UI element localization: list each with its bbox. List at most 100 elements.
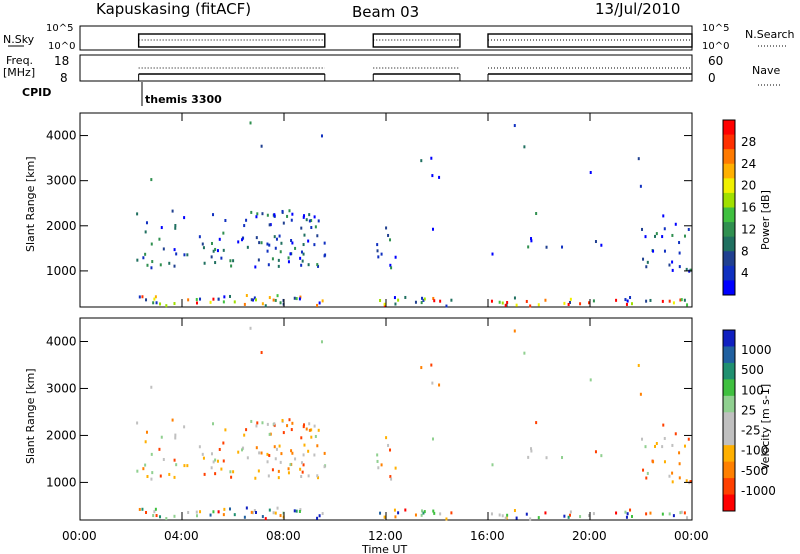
power-point	[273, 235, 276, 239]
power-point	[173, 302, 176, 306]
power-point	[199, 297, 202, 301]
date-label: 13/Jul/2010	[595, 0, 680, 18]
colorbar-swatch	[723, 120, 735, 136]
power-point	[257, 258, 260, 262]
power-point	[267, 263, 270, 267]
velocity-point	[299, 467, 302, 471]
velocity-point	[646, 471, 649, 475]
velocity-point	[174, 433, 177, 437]
velocity-point	[144, 463, 147, 467]
velocity-point	[198, 445, 201, 449]
power-point	[625, 302, 628, 306]
velocity-point	[678, 476, 681, 480]
power-point	[268, 223, 271, 227]
velocity-point	[300, 475, 303, 479]
velocity-point	[159, 474, 162, 478]
velocity-point	[278, 444, 281, 448]
velocity-point	[431, 437, 434, 441]
power-point	[294, 246, 297, 250]
colorbar-tick-label: 4	[741, 266, 749, 280]
velocity-point	[272, 511, 275, 515]
velocity-point	[195, 510, 198, 514]
velocity-point	[307, 474, 310, 478]
power-point	[145, 221, 148, 225]
power-point	[645, 265, 648, 269]
velocity-point	[286, 424, 289, 428]
velocity-point	[394, 466, 397, 470]
velocity-point	[661, 512, 664, 516]
power-point	[404, 295, 407, 299]
power-point	[668, 263, 671, 267]
velocity-point	[171, 418, 174, 422]
power-point	[303, 214, 306, 218]
velocity-point	[251, 511, 254, 515]
power-point	[642, 257, 645, 261]
power-point	[216, 249, 219, 253]
velocity-point	[390, 477, 393, 481]
velocity-point	[257, 469, 260, 473]
power-point	[397, 298, 400, 302]
velocity-point	[600, 454, 603, 458]
power-point	[594, 240, 597, 244]
power-point	[273, 213, 276, 217]
velocity-point	[663, 436, 666, 440]
colorbar-tick-label: 500	[741, 363, 764, 377]
power-point	[645, 299, 648, 303]
power-point	[420, 301, 423, 305]
velocity-point	[141, 507, 144, 511]
power-point	[655, 232, 658, 236]
velocity-point	[579, 515, 582, 519]
velocity-point	[624, 510, 627, 514]
velocity-point	[160, 435, 163, 439]
velocity-point	[629, 508, 632, 512]
power-point	[209, 300, 212, 304]
velocity-point	[223, 507, 226, 511]
power-point	[162, 247, 165, 251]
velocity-point	[216, 459, 219, 463]
power-point	[136, 212, 139, 216]
velocity-point	[287, 467, 290, 471]
velocity-point	[594, 450, 597, 454]
power-point	[269, 223, 272, 227]
colorbar-swatch	[723, 395, 735, 413]
colorbar-swatch	[723, 461, 735, 479]
velocity-point	[380, 463, 383, 467]
velocity-point	[276, 506, 279, 510]
power-point	[644, 235, 647, 239]
power-point	[561, 245, 564, 249]
velocity-point	[214, 472, 217, 476]
power-point	[144, 252, 147, 256]
power-point	[171, 209, 174, 213]
power-point	[268, 296, 271, 300]
power-point	[146, 263, 149, 267]
nsearch-tick-low: 10^0	[702, 41, 729, 52]
velocity-point	[229, 507, 232, 511]
power-point	[300, 263, 303, 267]
velocity-point	[421, 509, 424, 513]
power-colorbar: 28 24 20 16 12 8 4 Power [dB]	[722, 119, 772, 296]
power-point	[679, 298, 682, 302]
velocity-point	[625, 515, 628, 519]
power-point	[530, 239, 533, 243]
power-point	[183, 216, 186, 220]
power-point	[430, 156, 433, 160]
velocity-point	[212, 460, 215, 464]
power-point	[592, 299, 595, 303]
y-tick-label: 1000	[46, 264, 77, 278]
velocity-point	[186, 464, 189, 468]
velocity-point	[655, 442, 658, 446]
power-point	[195, 301, 198, 305]
velocity-point	[214, 458, 217, 462]
velocity-point	[644, 445, 647, 449]
velocity-point	[275, 447, 278, 451]
power-point	[450, 298, 453, 302]
power-point	[672, 301, 675, 305]
power-point	[165, 304, 168, 308]
colorbar-swatch	[723, 494, 735, 512]
power-point	[671, 260, 674, 264]
power-point	[310, 219, 313, 223]
velocity-point	[393, 508, 396, 512]
velocity-point	[661, 445, 664, 449]
power-point	[678, 265, 681, 269]
